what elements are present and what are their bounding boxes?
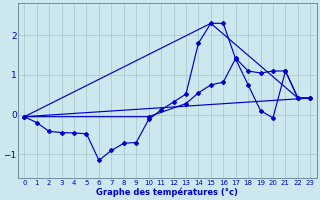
X-axis label: Graphe des températures (°c): Graphe des températures (°c) (96, 187, 238, 197)
